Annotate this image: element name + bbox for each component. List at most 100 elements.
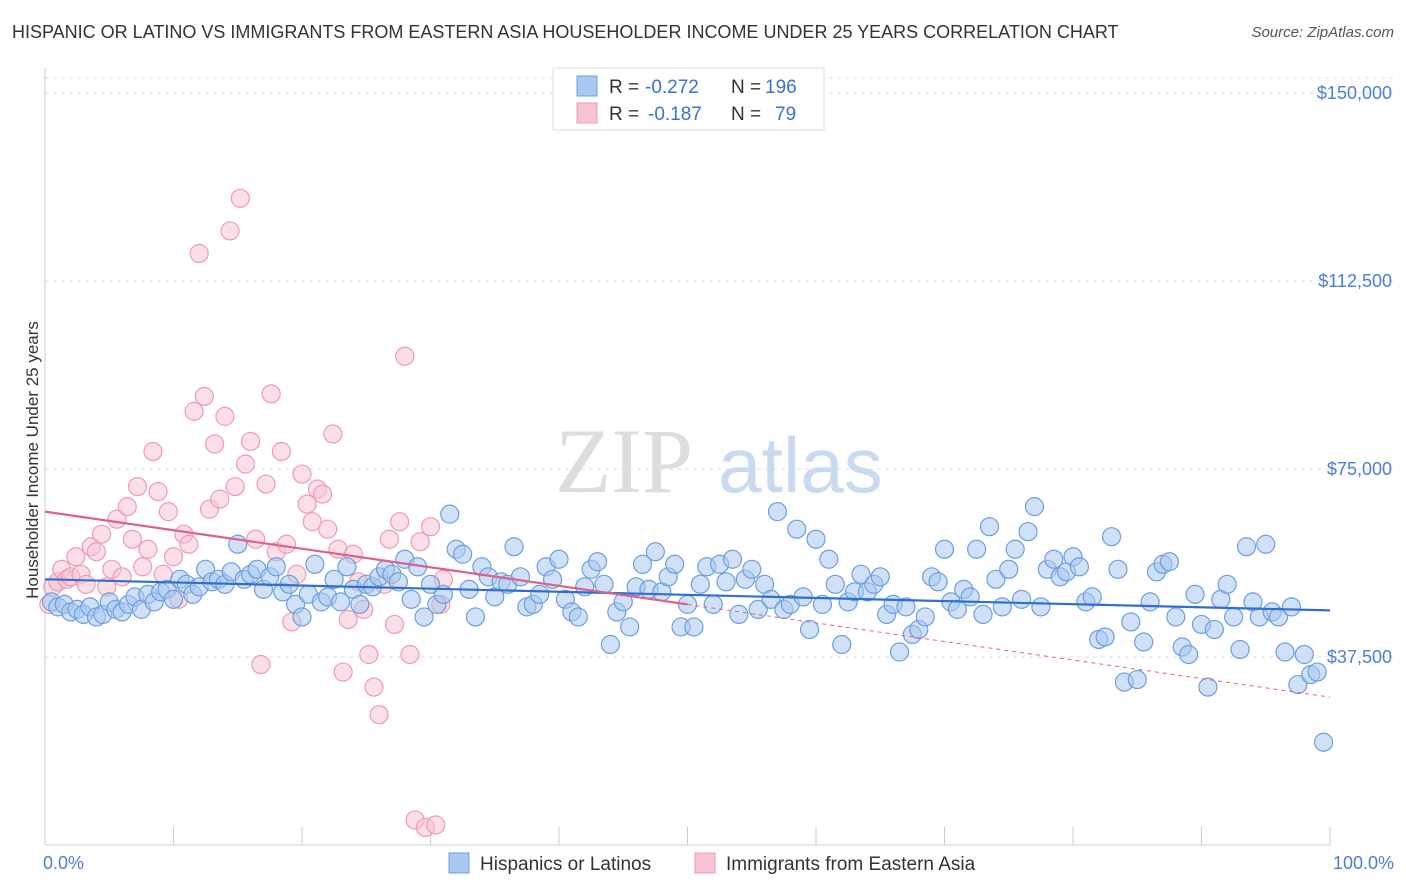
hispanics-latinos-point	[1256, 534, 1276, 554]
y-tick-label: $112,500	[1318, 271, 1392, 291]
immigrants-eastern-asia-point	[205, 434, 225, 454]
hispanics-latinos-point	[690, 574, 710, 594]
hispanics-latinos-point	[305, 554, 325, 574]
immigrants-eastern-asia-point	[390, 512, 410, 532]
immigrants-eastern-asia-point	[210, 489, 230, 509]
legend-label-hispanics: Hispanics or Latinos	[480, 854, 651, 875]
legend-swatch-hispanics	[448, 852, 470, 874]
hispanics-latinos-point	[1288, 674, 1308, 695]
hispanics-latinos-point	[330, 592, 351, 612]
immigrants-eastern-asia-point	[333, 662, 353, 682]
hispanics-latinos-point	[999, 559, 1019, 579]
immigrants-eastern-asia-point	[364, 677, 384, 697]
hispanics-latinos-point	[684, 617, 704, 637]
chart-title: HISPANIC OR LATINO VS IMMIGRANTS FROM EA…	[12, 22, 1119, 42]
hispanics-latinos-point	[549, 549, 569, 569]
hispanics-latinos-point	[1095, 627, 1115, 647]
legend-r-label: R =	[609, 77, 639, 98]
hispanics-latinos-point	[1134, 632, 1154, 652]
watermark: ZIP atlas	[555, 410, 883, 512]
x-tick-label: 100.0%	[1333, 853, 1394, 873]
series-hispanics-latinos	[41, 497, 1334, 752]
hispanics-latinos-point	[1179, 644, 1199, 665]
immigrants-eastern-asia-point	[112, 567, 132, 587]
hispanics-trend-line	[44, 578, 1331, 612]
hispanics-latinos-point	[716, 572, 736, 592]
hispanics-latinos-point	[1166, 607, 1186, 627]
hispanics-latinos-point	[767, 502, 788, 522]
hispanics-latinos-point	[1044, 549, 1064, 569]
y-tick-label: $150,000	[1317, 83, 1392, 103]
hispanics-latinos-point	[620, 617, 640, 637]
immigrants-eastern-asia-point	[143, 441, 163, 462]
hispanics-latinos-point	[1101, 527, 1122, 547]
hispanics-latinos-point	[960, 587, 980, 607]
immigrants-eastern-asia-point	[86, 542, 107, 562]
axes	[44, 68, 1331, 846]
immigrants-eastern-asia-point	[225, 476, 245, 497]
hispanics-latinos-point	[1031, 597, 1051, 617]
legend-n-label: N =	[731, 77, 761, 98]
hispanics-latinos-point	[1281, 597, 1302, 617]
immigrants-eastern-asia-point	[148, 481, 168, 502]
immigrants-eastern-asia-point	[359, 644, 379, 665]
legend-label-immigrants: Immigrants from Eastern Asia	[726, 854, 976, 875]
immigrants-eastern-asia-point	[179, 534, 199, 554]
immigrants-eastern-asia-point	[138, 539, 158, 559]
hispanics-latinos-point	[799, 619, 820, 640]
immigrants-eastern-asia-point	[318, 519, 338, 539]
hispanics-latinos-point	[401, 589, 421, 609]
immigrants-eastern-asia-point	[158, 502, 178, 522]
legend-n-value: 196	[765, 77, 797, 98]
hispanics-latinos-point	[825, 574, 845, 594]
hispanics-latinos-point	[986, 569, 1006, 589]
hispanics-latinos-point	[1082, 587, 1102, 607]
immigrants-eastern-asia-point	[395, 346, 415, 366]
hispanics-latinos-point	[761, 589, 781, 609]
x-tick-labels: 0.0% 100.0%	[43, 853, 1394, 873]
immigrants-eastern-asia-point	[235, 454, 256, 474]
hispanics-latinos-point	[915, 607, 935, 627]
hispanics-latinos-point	[973, 604, 993, 625]
legend-r-value: -0.187	[648, 104, 702, 125]
y-tick-label: $37,500	[1327, 647, 1392, 667]
legend-swatch-immigrants	[694, 852, 716, 874]
hispanics-latinos-point	[1198, 677, 1218, 697]
hispanics-latinos-point	[729, 604, 749, 625]
hispanics-latinos-point	[1127, 669, 1147, 690]
hispanics-latinos-point	[1230, 639, 1250, 660]
hispanics-latinos-point	[806, 529, 826, 549]
immigrants-eastern-asia-point	[426, 815, 446, 835]
hispanics-latinos-point	[896, 597, 916, 617]
hispanics-latinos-point	[889, 642, 910, 662]
legend-r-value: -0.272	[645, 77, 699, 98]
hispanics-latinos-point	[587, 552, 608, 572]
watermark-atlas: atlas	[718, 421, 883, 509]
hispanics-latinos-point	[1268, 607, 1289, 627]
hispanics-latinos-point	[1121, 612, 1141, 632]
y-axis-label: Householder Income Under 25 years	[23, 321, 42, 599]
hispanics-latinos-point	[722, 549, 743, 569]
hispanics-latinos-point	[928, 572, 948, 592]
x-tick-label: 0.0%	[43, 853, 84, 873]
hispanics-latinos-point	[632, 554, 653, 574]
hispanics-latinos-point	[414, 607, 434, 627]
watermark-zip: ZIP	[555, 410, 693, 512]
hispanics-latinos-point	[665, 554, 685, 574]
immigrants-eastern-asia-point	[312, 484, 333, 504]
immigrants-eastern-asia-point	[271, 441, 292, 462]
hispanics-latinos-point	[1140, 592, 1160, 612]
immigrants-eastern-asia-point	[133, 557, 153, 577]
y-tick-label: $75,000	[1327, 459, 1392, 479]
immigrants-eastern-asia-point	[261, 384, 281, 404]
immigrants-eastern-asia-point	[292, 464, 312, 484]
immigrants-eastern-asia-point	[379, 529, 399, 549]
immigrants-eastern-asia-point	[410, 532, 430, 552]
hispanics-latinos-point	[1217, 574, 1237, 594]
hispanics-latinos-point	[600, 634, 621, 655]
hispanics-latinos-point	[979, 517, 1000, 537]
hispanics-latinos-point	[645, 542, 665, 562]
immigrants-eastern-asia-point	[369, 705, 389, 725]
hispanics-latinos-point	[324, 569, 344, 589]
immigrants-eastern-asia-point	[420, 517, 441, 537]
